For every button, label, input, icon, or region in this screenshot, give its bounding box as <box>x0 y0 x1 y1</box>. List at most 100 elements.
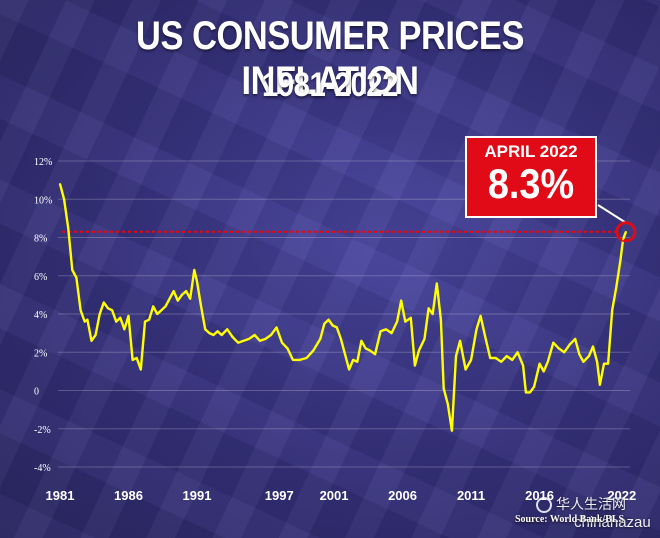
data-point <box>107 307 109 310</box>
x-tick-label: 1981 <box>46 488 75 503</box>
data-point <box>286 347 289 350</box>
callout-label: APRIL 2022 <box>484 142 578 161</box>
data-point <box>374 353 377 356</box>
data-point <box>546 360 549 363</box>
data-point <box>423 337 426 340</box>
data-point <box>79 309 82 312</box>
data-point <box>440 318 442 321</box>
data-point <box>237 341 240 344</box>
data-point <box>348 368 351 371</box>
data-point <box>431 313 434 315</box>
data-point <box>71 269 74 271</box>
data-point <box>281 341 283 344</box>
data-point <box>611 309 614 312</box>
data-point <box>212 334 215 336</box>
data-point <box>193 269 196 271</box>
watermark-logo-icon <box>536 497 552 513</box>
data-point <box>94 334 97 336</box>
data-point <box>67 227 70 229</box>
data-point <box>152 305 155 308</box>
data-point <box>127 315 130 317</box>
data-point <box>542 370 545 373</box>
x-tick-label: 2022 <box>607 488 636 503</box>
data-point <box>259 339 261 342</box>
data-point <box>270 334 272 336</box>
data-point <box>264 337 267 340</box>
data-point <box>470 359 472 361</box>
data-point <box>483 334 486 336</box>
data-point <box>592 345 594 348</box>
data-point <box>200 305 203 308</box>
y-tick-label: -4% <box>34 463 51 474</box>
data-point <box>552 341 555 344</box>
data-point <box>208 332 211 335</box>
data-points <box>59 183 627 432</box>
data-point <box>368 349 371 352</box>
data-point <box>455 355 457 357</box>
data-point <box>181 293 183 296</box>
data-point <box>624 230 627 233</box>
data-point <box>511 359 514 361</box>
data-point <box>464 368 467 371</box>
y-axis-ticks: 12% 10% 8% 6% 4% 2% 0 -2% -4% <box>34 157 52 474</box>
data-point <box>475 328 478 331</box>
x-axis-ticks: 1981 1986 1991 1997 2001 2006 2011 2016 2022 <box>46 488 637 503</box>
data-point <box>176 299 179 302</box>
data-point <box>442 387 445 390</box>
data-point <box>409 316 412 319</box>
data-point <box>335 326 338 329</box>
data-point <box>522 364 525 367</box>
source-note: Source: World Bank/BLS <box>515 514 625 525</box>
y-tick-label: -2% <box>34 425 51 436</box>
x-tick-label: 1986 <box>114 488 143 503</box>
highlight-circle <box>615 221 637 243</box>
data-point <box>123 328 126 331</box>
data-point <box>615 286 618 289</box>
data-point <box>529 391 531 394</box>
data-point <box>102 301 105 304</box>
data-point <box>450 429 453 432</box>
data-point <box>356 360 359 363</box>
data-point <box>83 320 86 323</box>
watermark-line2: chinahazau <box>574 514 651 531</box>
data-point <box>168 297 171 300</box>
data-point <box>598 383 601 386</box>
x-tick-label: 2011 <box>457 488 485 503</box>
data-point <box>160 309 163 312</box>
data-point <box>364 347 367 350</box>
callout-value: 8.3% <box>487 160 575 207</box>
data-point <box>479 315 482 317</box>
data-point <box>582 360 585 363</box>
data-point <box>400 299 403 302</box>
data-point <box>352 359 355 361</box>
data-point <box>139 368 142 371</box>
watermark-line1: 华人生活网 <box>556 496 626 512</box>
data-point <box>90 339 93 342</box>
data-point <box>568 343 571 346</box>
data-point <box>489 357 492 359</box>
data-point <box>344 353 346 356</box>
data-point <box>331 324 334 327</box>
data-point <box>292 359 294 361</box>
data-point <box>385 328 388 331</box>
data-point <box>619 259 622 262</box>
x-tick-label: 1991 <box>183 488 212 503</box>
data-point <box>86 318 89 321</box>
data-point <box>323 322 326 325</box>
data-point <box>196 280 198 283</box>
data-point <box>494 357 497 359</box>
x-tick-label: 1997 <box>265 488 294 503</box>
data-point <box>231 336 234 338</box>
data-point <box>135 357 138 359</box>
data-point <box>59 183 61 185</box>
data-point <box>516 351 519 354</box>
data-point <box>148 318 150 321</box>
callout-box: APRIL 2022 8.3% <box>465 136 597 218</box>
y-tick-label: 10% <box>34 195 52 206</box>
data-point <box>459 339 461 342</box>
data-point <box>413 364 416 367</box>
data-point <box>226 328 229 331</box>
data-point <box>427 307 430 310</box>
